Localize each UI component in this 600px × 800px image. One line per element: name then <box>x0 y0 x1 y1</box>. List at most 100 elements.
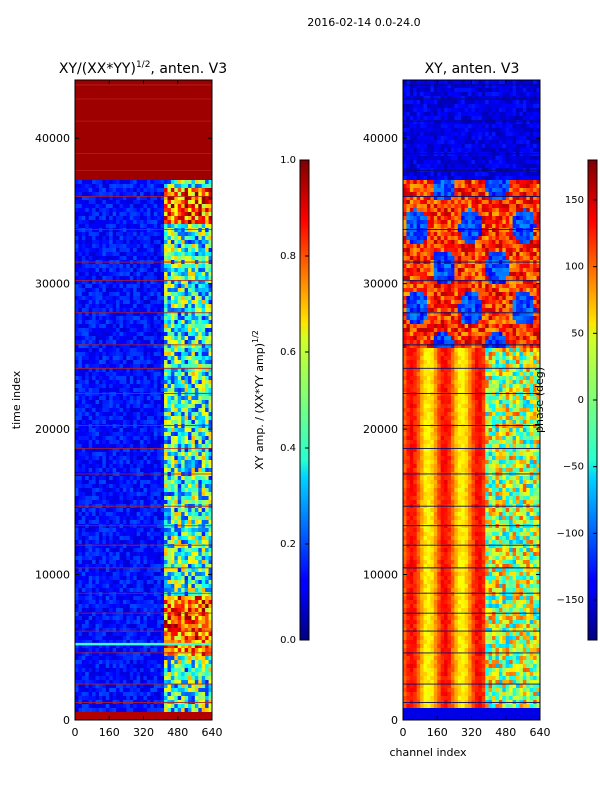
amp-heatmap-cell <box>184 420 189 425</box>
amp-heatmap-cell <box>167 220 172 225</box>
amp-heatmap-cell <box>140 300 144 305</box>
amp-heatmap-cell <box>201 512 206 517</box>
amp-heatmap-cell <box>126 200 131 205</box>
amp-heatmap-cell <box>122 352 127 357</box>
amp-heatmap-cell <box>150 500 155 505</box>
amp-heatmap-cell <box>177 328 182 333</box>
amp-heatmap-cell <box>146 324 151 329</box>
amp-heatmap-cell <box>81 540 86 545</box>
amp-heatmap-cell <box>143 100 148 105</box>
amp-heatmap-cell <box>208 548 213 553</box>
amp-heatmap-cell <box>78 408 83 413</box>
amp-heatmap-cell <box>191 140 196 145</box>
amp-heatmap-cell <box>78 524 83 529</box>
amp-heatmap-cell <box>129 424 134 429</box>
amp-heatmap-cell <box>102 144 107 149</box>
amp-heatmap-cell <box>133 408 138 413</box>
amp-heatmap-cell <box>146 320 151 325</box>
amp-heatmap-cell <box>85 208 90 213</box>
amp-heatmap-cell <box>85 524 90 529</box>
amp-heatmap-cell <box>153 144 158 149</box>
amp-heatmap-cell <box>174 548 179 553</box>
amp-heatmap-cell <box>194 116 199 121</box>
amp-heatmap-cell <box>78 304 83 309</box>
amp-heatmap-cell <box>85 340 90 345</box>
amp-heatmap-cell <box>160 296 165 301</box>
amp-heatmap-cell <box>184 128 189 133</box>
amp-heatmap-cell <box>98 436 103 441</box>
amp-heatmap-cell <box>88 308 93 313</box>
amp-heatmap-cell <box>140 412 144 417</box>
amp-heatmap-cell <box>160 544 165 549</box>
amp-heatmap-cell <box>208 120 213 125</box>
amp-heatmap-cell <box>136 140 141 145</box>
amp-heatmap-cell <box>85 140 90 145</box>
amp-heatmap-cell <box>181 132 185 137</box>
amp-heatmap-cell <box>174 488 179 493</box>
amp-heatmap-cell <box>167 308 172 313</box>
amp-heatmap-cell <box>201 256 206 261</box>
amp-heatmap-cell <box>198 240 203 245</box>
amp-heatmap-cell <box>167 120 172 125</box>
amp-heatmap-cell <box>92 288 96 293</box>
amp-heatmap-cell <box>136 572 141 577</box>
amp-heatmap-cell <box>194 144 199 149</box>
amp-heatmap-cell <box>78 276 83 281</box>
amp-heatmap-cell <box>177 576 182 581</box>
amp-heatmap-cell <box>116 528 120 533</box>
amp-heatmap-cell <box>157 316 162 321</box>
amp-heatmap-cell <box>136 364 141 369</box>
amp-heatmap-cell <box>129 92 134 97</box>
amp-heatmap-cell <box>85 128 90 133</box>
amp-heatmap-cell <box>191 540 196 545</box>
amp-heatmap-cell <box>188 468 192 473</box>
amp-heatmap-cell <box>102 208 107 213</box>
amp-heatmap-cell <box>98 84 103 89</box>
amp-heatmap-cell <box>133 336 138 341</box>
amp-heatmap-cell <box>112 484 117 489</box>
amp-heatmap-cell <box>112 412 117 417</box>
amp-heatmap-cell <box>164 208 168 213</box>
amp-heatmap-cell <box>146 252 151 257</box>
amp-heatmap-cell <box>170 256 175 261</box>
amp-heatmap-cell <box>164 332 168 337</box>
amp-heatmap-cell <box>153 528 158 533</box>
amp-heatmap-cell <box>122 180 127 185</box>
amp-heatmap-cell <box>133 284 138 289</box>
amp-heatmap-cell <box>92 356 96 361</box>
amp-heatmap-cell <box>191 184 196 189</box>
amp-heatmap-cell <box>201 408 206 413</box>
amp-heatmap-cell <box>194 200 199 205</box>
amp-heatmap-cell <box>81 172 86 177</box>
amp-heatmap-cell <box>85 288 90 293</box>
amp-heatmap-cell <box>122 280 127 285</box>
amp-heatmap-cell <box>109 388 114 393</box>
amp-heatmap-cell <box>133 136 138 141</box>
amp-heatmap-cell <box>198 328 203 333</box>
amp-heatmap-cell <box>184 408 189 413</box>
amp-heatmap-cell <box>95 192 100 197</box>
amp-heatmap-cell <box>191 336 196 341</box>
amp-heatmap-cell <box>136 216 141 221</box>
amp-heatmap-cell <box>119 284 124 289</box>
amp-heatmap-cell <box>164 156 168 161</box>
amp-heatmap-cell <box>164 176 168 181</box>
amp-heatmap-cell <box>140 380 144 385</box>
amp-heatmap-cell <box>194 80 199 85</box>
amp-heatmap-cell <box>150 104 155 109</box>
amp-heatmap-cell <box>201 368 206 373</box>
amp-heatmap-cell <box>174 464 179 469</box>
amp-heatmap-cell <box>78 80 83 85</box>
amp-heatmap-cell <box>160 220 165 225</box>
amp-heatmap-cell <box>143 144 148 149</box>
amp-heatmap-cell <box>146 444 151 449</box>
amp-heatmap-cell <box>95 200 100 205</box>
amp-heatmap-cell <box>167 108 172 113</box>
amp-heatmap-cell <box>160 372 165 377</box>
amp-heatmap-cell <box>188 500 192 505</box>
amp-heatmap-cell <box>194 308 199 313</box>
amp-heatmap-cell <box>119 476 124 481</box>
amp-heatmap-cell <box>205 268 209 273</box>
amp-heatmap-cell <box>208 220 213 225</box>
amp-heatmap-cell <box>78 544 83 549</box>
